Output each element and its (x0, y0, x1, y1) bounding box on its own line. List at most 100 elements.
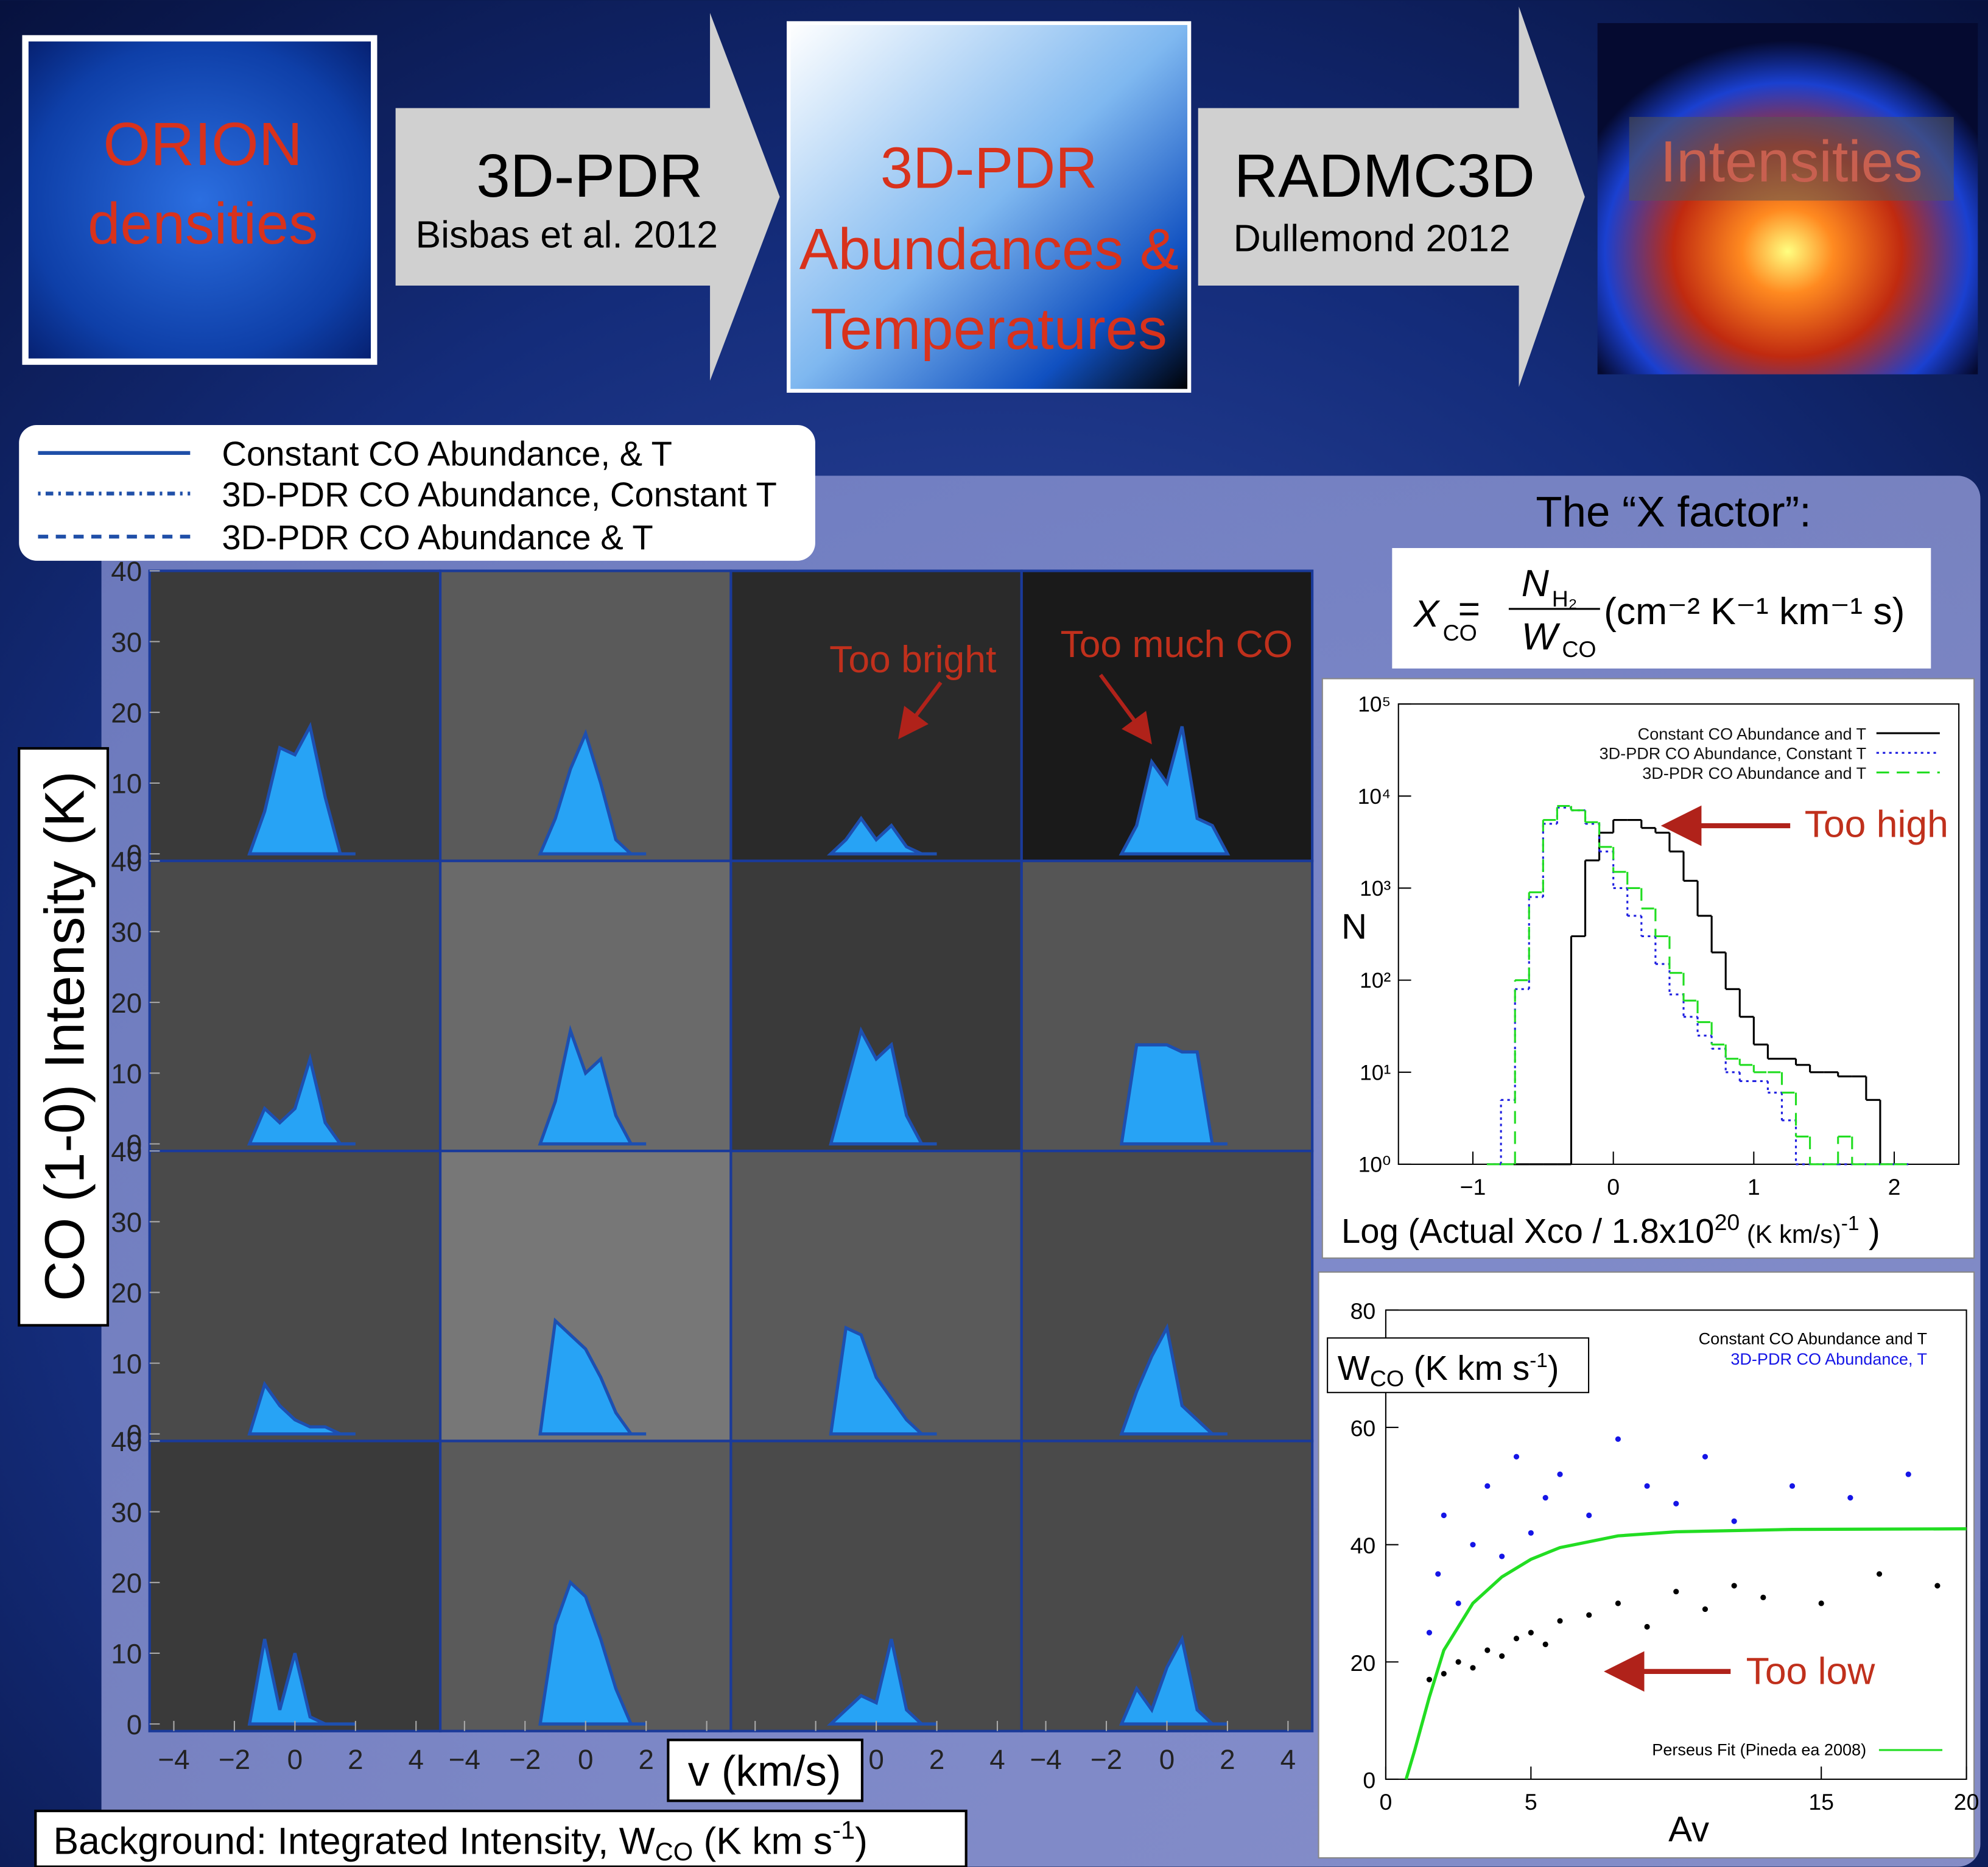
x-tick-label: 0 (287, 1744, 303, 1775)
y-tick-label: 20 (111, 988, 142, 1019)
x-tick-label: −4 (1030, 1744, 1061, 1775)
scatter-point (1514, 1454, 1519, 1460)
spectra-grid: 010203040010203040010203040010203040−4−2… (111, 556, 1312, 1775)
label-part: -1 (1841, 1212, 1860, 1235)
scatter-point (1435, 1571, 1441, 1577)
x-tick-label: 0 (1607, 1174, 1620, 1200)
label-part: -1 (1530, 1349, 1548, 1372)
scatter-point (1586, 1513, 1592, 1518)
formula-part: N (1522, 562, 1550, 605)
arrow-subtitle: Dullemond 2012 (1234, 217, 1511, 260)
sup: -1 (832, 1816, 855, 1844)
x-tick-label: 2 (1220, 1744, 1235, 1775)
x-tick-label: −1 (1460, 1174, 1486, 1200)
scatter-point (1847, 1495, 1853, 1500)
formula-part: CO (1562, 636, 1596, 662)
x-tick-label: 0 (1379, 1789, 1392, 1815)
formula-part: X (1413, 592, 1441, 635)
y-tick-label: 30 (111, 1207, 142, 1238)
annotation: Too low (1746, 1650, 1876, 1693)
label-part: ) (1859, 1212, 1880, 1250)
y-tick-label: 60 (1351, 1416, 1376, 1441)
y-tick-label: 20 (1351, 1650, 1376, 1676)
x-tick-label: 0 (868, 1744, 883, 1775)
scatter-point (1673, 1501, 1679, 1507)
sub: CO (655, 1837, 693, 1866)
scatter-point (1441, 1513, 1447, 1518)
y-tick-label: 0 (127, 1709, 142, 1740)
label-part: 20 (1715, 1209, 1740, 1235)
box-label: Temperatures (810, 297, 1167, 362)
y-tick-label: 20 (111, 697, 142, 728)
y-tick-label: 10 (111, 1639, 142, 1670)
y-tick-label: 30 (111, 917, 142, 948)
scatter-point (1456, 1659, 1461, 1665)
label-part: Log (Actual Xco / 1.8x10 (1341, 1212, 1715, 1250)
scatter-point (1470, 1665, 1475, 1670)
y-tick-label: 40 (111, 556, 142, 587)
y-tick-label: 10 (111, 1058, 142, 1089)
scatter-point (1644, 1483, 1649, 1489)
scatter-point (1673, 1589, 1679, 1594)
background-map (150, 1151, 440, 1441)
slide: ORION densities 3D-PDR Bisbas et al. 201… (0, 0, 1988, 1867)
scatter-point (1528, 1530, 1534, 1536)
scatter-point (1819, 1600, 1824, 1606)
y-tick-label: 30 (111, 1497, 142, 1528)
scatter-point (1499, 1553, 1505, 1559)
annotation: Too bright (829, 638, 996, 681)
x-tick-label: −2 (219, 1744, 250, 1775)
arrow-subtitle: Bisbas et al. 2012 (416, 213, 718, 256)
scatter-point (1615, 1436, 1621, 1442)
y-tick-label: 10⁴ (1358, 785, 1391, 809)
scatter-point (1702, 1454, 1708, 1460)
scatter-point (1484, 1647, 1490, 1653)
legend-label: Perseus Fit (Pineda ea 2008) (1652, 1740, 1866, 1759)
x-tick-label: −4 (158, 1744, 189, 1775)
label-part: (K km s (1404, 1349, 1530, 1387)
x-tick-label: −2 (509, 1744, 541, 1775)
scatter-point (1615, 1600, 1621, 1606)
scatter-point (1586, 1612, 1592, 1618)
annotation: Too high (1805, 803, 1948, 846)
y-tick-label: 30 (111, 627, 142, 658)
box-label: Intensities (1660, 129, 1923, 194)
x-tick-label: −4 (449, 1744, 480, 1775)
y-tick-label: 10² (1360, 969, 1391, 993)
box-label: 3D-PDR (880, 136, 1098, 201)
formula-part: W (1522, 616, 1561, 658)
background-map (731, 1441, 1021, 1731)
legend-label: 3D-PDR CO Abundance, Constant T (1600, 745, 1866, 763)
text: ) (855, 1820, 868, 1863)
scatter-point (1456, 1600, 1461, 1606)
scatter-point (1557, 1618, 1562, 1623)
legend-label: 3D-PDR CO Abundance and T (1642, 764, 1866, 782)
arrow-title: 3D-PDR (476, 142, 703, 210)
legend-label: Constant CO Abundance, & T (222, 435, 672, 473)
scatter-point (1441, 1671, 1447, 1676)
y-tick-label: 40 (111, 1136, 142, 1167)
scatter-point (1528, 1630, 1534, 1636)
y-tick-label: 80 (1351, 1298, 1376, 1324)
arrow-title: RADMC3D (1234, 142, 1535, 210)
legend-label: 3D-PDR CO Abundance & T (222, 518, 653, 557)
x-tick-label: 2 (348, 1744, 363, 1775)
x-tick-label: 0 (578, 1744, 593, 1775)
x-axis-label: v (km/s) (688, 1747, 841, 1795)
text: Background: Integrated Intensity, W (53, 1820, 655, 1863)
background-map (731, 571, 1021, 860)
x-tick-label: −2 (1091, 1744, 1122, 1775)
y-tick-label: 10 (111, 1348, 142, 1379)
x-tick-label: 4 (989, 1744, 1005, 1775)
xfactor-title: The “X factor”: (1536, 488, 1811, 536)
label-part: W (1338, 1349, 1370, 1387)
formula-part: = (1458, 588, 1480, 630)
scatter-point (1877, 1571, 1882, 1577)
x-tick-label: 2 (929, 1744, 944, 1775)
scatter-point (1470, 1542, 1475, 1547)
scatter-point (1790, 1483, 1795, 1489)
label-part: CO (1370, 1365, 1404, 1391)
scatter-point (1557, 1472, 1562, 1477)
scatter-point (1702, 1606, 1708, 1612)
scatter-point (1644, 1624, 1649, 1630)
